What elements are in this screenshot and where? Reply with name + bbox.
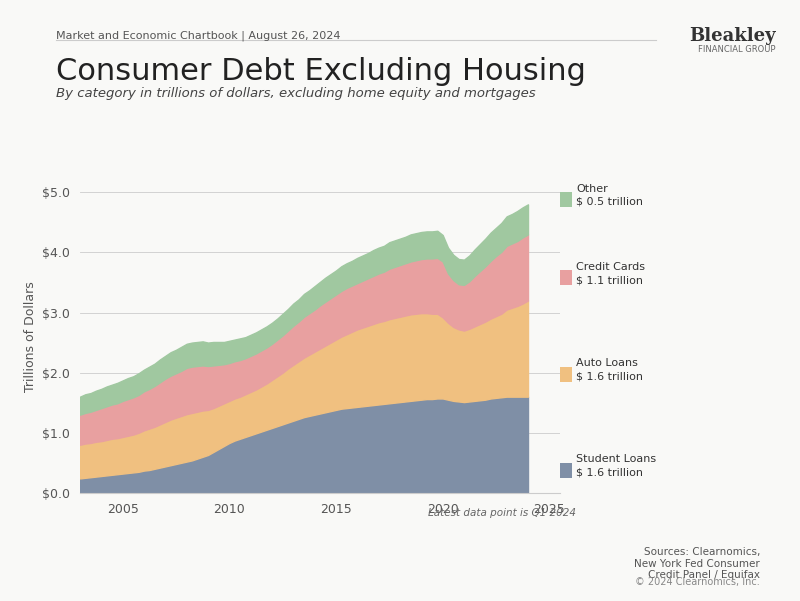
Text: Sources: Clearnomics,
New York Fed Consumer
Credit Panel / Equifax: Sources: Clearnomics, New York Fed Consu… — [634, 547, 760, 580]
Text: Market and Economic Chartbook | August 26, 2024: Market and Economic Chartbook | August 2… — [56, 30, 341, 40]
Text: Consumer Debt Excluding Housing: Consumer Debt Excluding Housing — [56, 57, 586, 86]
Text: © 2024 Clearnomics, Inc.: © 2024 Clearnomics, Inc. — [635, 577, 760, 587]
Text: Other
$ 0.5 trillion: Other $ 0.5 trillion — [576, 184, 643, 207]
Text: Student Loans
$ 1.6 trillion: Student Loans $ 1.6 trillion — [576, 454, 656, 477]
Text: FINANCIAL GROUP: FINANCIAL GROUP — [698, 45, 776, 54]
Text: Auto Loans
$ 1.6 trillion: Auto Loans $ 1.6 trillion — [576, 358, 643, 381]
Y-axis label: Trillions of Dollars: Trillions of Dollars — [24, 281, 37, 392]
Text: Latest data point is Q1 2024: Latest data point is Q1 2024 — [428, 508, 576, 518]
Text: By category in trillions of dollars, excluding home equity and mortgages: By category in trillions of dollars, exc… — [56, 87, 536, 100]
Text: Credit Cards
$ 1.1 trillion: Credit Cards $ 1.1 trillion — [576, 262, 645, 285]
Text: Bleakley: Bleakley — [690, 27, 776, 45]
